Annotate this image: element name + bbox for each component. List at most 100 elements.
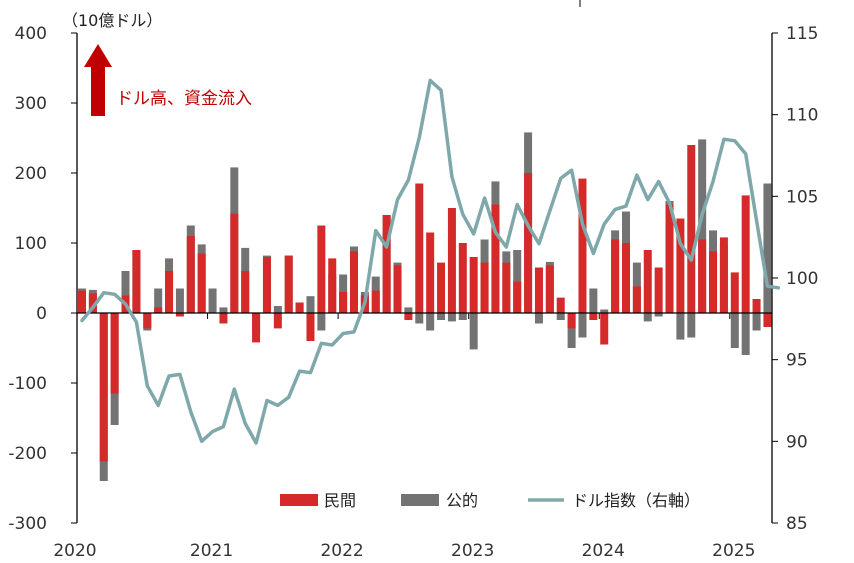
bar-private — [643, 250, 652, 313]
legend-label-private: 民間 — [324, 491, 356, 510]
bar-public — [763, 183, 772, 313]
bar-private — [132, 250, 141, 313]
bar-public — [578, 313, 587, 338]
bar-public — [687, 313, 696, 338]
bar-private — [676, 218, 685, 313]
bar-private — [328, 258, 337, 313]
bar-public — [175, 288, 184, 313]
bar-public — [208, 288, 217, 313]
bar-public — [534, 313, 543, 324]
bar-private — [284, 255, 293, 313]
legend-label-dollar-index: ドル指数（右軸） — [572, 491, 700, 510]
bar-public — [752, 313, 761, 331]
x-year-label: 2020 — [53, 541, 96, 561]
bar-private — [622, 243, 630, 313]
legend-label-public: 公的 — [446, 491, 478, 510]
bar-public — [676, 313, 685, 340]
bar-private — [252, 313, 261, 343]
right-tick-label: 85 — [786, 514, 808, 534]
bar-private — [426, 232, 435, 313]
bar-public — [589, 288, 598, 313]
bar-private — [350, 251, 358, 313]
bar-public — [643, 313, 652, 322]
x-year-label: 2024 — [582, 541, 625, 561]
legend: 民間 公的 ドル指数（右軸） — [280, 491, 700, 510]
bar-public — [437, 313, 446, 320]
bar-private — [763, 313, 772, 327]
bar-private — [491, 204, 500, 313]
bar-private — [545, 265, 554, 313]
bar-private — [404, 313, 413, 320]
bar-private — [567, 313, 576, 329]
bar-private — [719, 237, 728, 313]
bar-private — [317, 225, 326, 313]
bar-private — [295, 302, 304, 313]
bar-public — [415, 313, 424, 324]
bar-private — [219, 313, 228, 324]
bar-public — [730, 313, 739, 348]
bar-private — [524, 173, 533, 313]
bar-private — [415, 183, 424, 313]
legend-swatch-public — [401, 494, 439, 506]
bar-private — [665, 204, 674, 313]
bar-private — [611, 239, 620, 313]
bar-private — [556, 297, 565, 313]
bar-private — [339, 292, 348, 313]
x-year-label: 2023 — [451, 541, 494, 561]
bar-public — [600, 309, 609, 313]
bar-public — [556, 313, 565, 320]
bar-private — [371, 290, 380, 313]
bar-public — [154, 288, 163, 313]
annotation-text: ドル高、資金流入 — [116, 89, 252, 109]
bar-private — [687, 145, 696, 313]
bar-public — [121, 271, 130, 313]
bar-private — [730, 272, 739, 313]
left-tick-label: -200 — [8, 444, 47, 464]
bar-series — [78, 132, 772, 481]
up-arrow-icon — [84, 44, 112, 116]
bar-private — [741, 195, 750, 313]
bar-public — [654, 313, 663, 317]
bar-public — [447, 313, 456, 322]
bar-private — [241, 271, 250, 313]
x-year-label: 2021 — [190, 541, 233, 561]
bar-public — [219, 307, 228, 313]
bar-private — [458, 243, 467, 313]
bar-private — [110, 313, 119, 394]
bar-public — [469, 313, 478, 350]
right-tick-label: 110 — [786, 106, 818, 126]
dollar-index-line — [80, 78, 781, 445]
left-tick-label: 100 — [15, 234, 47, 254]
arrow-shaft — [91, 66, 105, 116]
bar-private — [469, 257, 478, 313]
bar-public — [306, 296, 315, 313]
bar-private — [78, 290, 86, 313]
bar-public — [317, 313, 326, 331]
bar-private — [306, 313, 315, 341]
bar-private — [589, 313, 598, 320]
bar-public — [458, 313, 467, 320]
bar-private — [99, 313, 108, 462]
bar-public — [567, 313, 576, 348]
bar-private — [393, 265, 402, 313]
bar-private — [654, 267, 663, 313]
bar-private — [382, 215, 391, 313]
bar-public — [273, 306, 282, 313]
bar-private — [709, 251, 718, 313]
right-tick-label: 95 — [786, 351, 808, 371]
bar-private — [175, 313, 184, 317]
axes: 400 300 200 100 0 -100 -200 -300 115 110 105 100 95 9… — [8, 0, 818, 561]
bar-private — [752, 299, 761, 313]
bar-private — [197, 253, 206, 313]
bar-private — [578, 178, 587, 313]
bar-private — [698, 239, 707, 313]
bar-private — [600, 313, 609, 345]
bar-private — [502, 262, 511, 313]
bar-private — [534, 267, 543, 313]
right-tick-label: 105 — [786, 187, 818, 207]
x-year-label: 2022 — [320, 541, 363, 561]
bar-private — [88, 293, 97, 313]
left-tick-label: -300 — [8, 514, 47, 534]
bar-public — [698, 139, 707, 313]
right-tick-label: 115 — [786, 24, 818, 44]
